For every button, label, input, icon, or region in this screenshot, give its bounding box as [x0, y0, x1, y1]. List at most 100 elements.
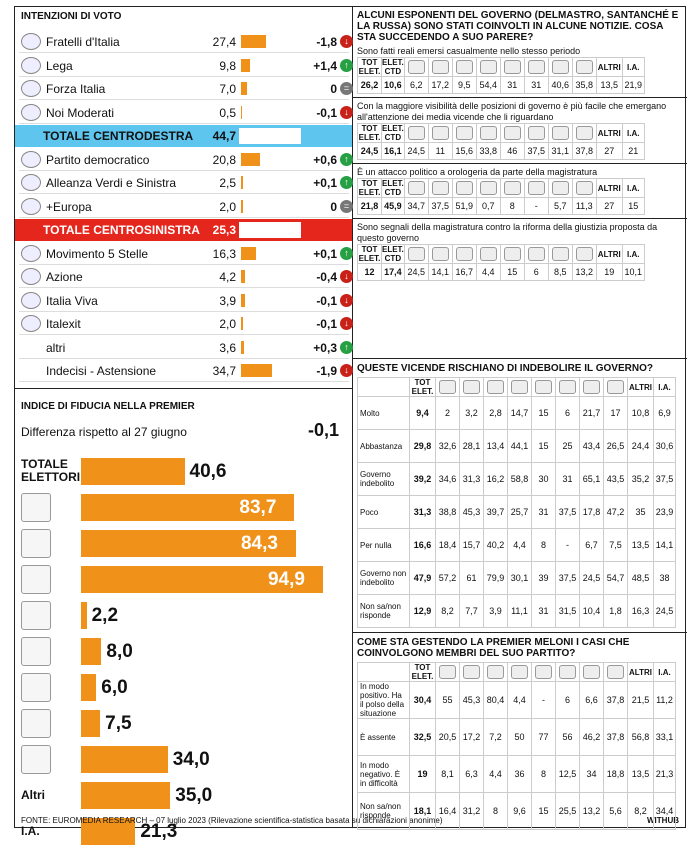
cell: 31: [555, 462, 580, 496]
cell: 20,5: [435, 718, 460, 756]
corner-cell: [357, 662, 410, 682]
cell: 31: [531, 495, 556, 529]
cell: 31,3: [409, 495, 436, 529]
governo-block: Sono fatti reali emersi casualmente nell…: [353, 43, 687, 97]
lega-logo: [463, 665, 480, 679]
cell: 31,1: [547, 142, 573, 160]
cell: 13,2: [571, 263, 597, 281]
cell: 13,5: [595, 76, 623, 94]
cell: 21,7: [579, 396, 604, 430]
pd-logo: [21, 150, 41, 168]
cell: 10,8: [627, 396, 654, 430]
fi-logo: [483, 662, 508, 682]
total-row: TOTALE CENTROSINISTRA 25,3: [15, 219, 352, 241]
total-box: [239, 222, 301, 238]
cell: 37,5: [523, 142, 549, 160]
cell: 21,8: [357, 197, 382, 215]
cell: 45,3: [459, 681, 484, 719]
fdi-logo: [439, 380, 456, 394]
cell: 31,2: [459, 792, 484, 830]
cell: 8,1: [435, 755, 460, 793]
pd-logo: [479, 181, 497, 195]
europa-logo: [535, 380, 552, 394]
row-label: Abbastanza: [357, 429, 410, 463]
cell: 43,4: [579, 429, 604, 463]
cell: 31,3: [459, 462, 484, 496]
piu-europa-logo: [21, 197, 41, 215]
lega-logo: [427, 244, 453, 264]
cell: 39,2: [409, 462, 436, 496]
party-diff: +0,3: [313, 340, 337, 355]
fiducia-diff-label: Differenza rispetto al 27 giugno: [21, 425, 187, 439]
fdi-logo: [435, 377, 460, 397]
gestione-section: COME STA GESTENDO LA PREMIER MELONI I CA…: [353, 632, 687, 830]
chart-row: 83,7: [15, 490, 352, 526]
cell: 25: [555, 429, 580, 463]
m5s-logo: [583, 665, 600, 679]
cell: 4,4: [483, 755, 508, 793]
cell: 27: [595, 197, 623, 215]
cell: 51,9: [451, 197, 477, 215]
cell: 9,6: [507, 792, 532, 830]
cell: 26,5: [603, 429, 628, 463]
chart-row: 34,0: [15, 742, 352, 778]
fdi-logo: [407, 181, 425, 195]
cell: -: [523, 197, 549, 215]
cell: 11: [427, 142, 453, 160]
avs-logo: [555, 662, 580, 682]
cell: 37,5: [427, 197, 453, 215]
cell: 7,2: [483, 718, 508, 756]
m5s-logo: [583, 380, 600, 394]
chart-row: 7,5: [15, 706, 352, 742]
cell: 56: [555, 718, 580, 756]
m5s-logo: [547, 57, 573, 77]
cell: 13,5: [627, 528, 654, 562]
party-diff: -0,1: [316, 105, 337, 120]
altri-header: ALTRI: [595, 123, 623, 143]
cell: 17,4: [381, 263, 405, 281]
m5s-logo: [551, 60, 569, 74]
fratelli-italia-logo: [21, 33, 41, 50]
arrow-down-icon: ↓: [340, 105, 353, 119]
cell: 80,4: [483, 681, 508, 719]
cell: 10,1: [621, 263, 645, 281]
chart-bar: [81, 710, 101, 737]
indebolire-title: QUESTE VICENDE RISCHIANO DI INDEBOLIRE I…: [357, 363, 653, 374]
lega-logo: [431, 181, 449, 195]
party-row: Azione 4,2 -0,4 ↓: [19, 266, 353, 288]
cell: -: [531, 681, 556, 719]
cell: 37,5: [555, 561, 580, 595]
pd-logo: [479, 247, 497, 261]
cell: 15: [531, 396, 556, 430]
cell: 54,7: [603, 561, 628, 595]
lega-logo: [21, 56, 41, 74]
party-value: 9,8: [219, 58, 236, 73]
total-value: 44,7: [212, 129, 236, 143]
party-diff: -1,8: [316, 35, 337, 49]
header-row: TOT ELET. ELET. CTD ALTRI I.A.: [357, 123, 645, 143]
cell: 16,1: [381, 142, 405, 160]
m5s-logo: [579, 377, 604, 397]
chart-value-label: 83,7: [239, 497, 277, 518]
piu-europa-logo: [21, 637, 51, 666]
m5s-logo: [551, 247, 569, 261]
party-bar: [241, 152, 260, 166]
cell: 32,6: [435, 429, 460, 463]
cell: 8: [483, 792, 508, 830]
cell: 47,2: [603, 495, 628, 529]
lega-logo: [431, 247, 449, 261]
cell: 57,2: [435, 561, 460, 595]
cell: 6: [555, 681, 580, 719]
cell: 11,1: [507, 594, 532, 628]
question-text: Sono fatti reali emersi casualmente nell…: [357, 46, 581, 56]
party-diff: +1,4: [313, 58, 337, 73]
cell: 5,7: [547, 197, 573, 215]
cell: 32,5: [409, 718, 436, 756]
rule: [353, 632, 687, 633]
row-label: Per nulla: [357, 528, 410, 562]
avs-logo: [21, 673, 51, 702]
cell: 27: [595, 142, 623, 160]
section-divider: [15, 388, 352, 389]
cell: 6: [523, 263, 549, 281]
chart-bar: [81, 602, 87, 629]
